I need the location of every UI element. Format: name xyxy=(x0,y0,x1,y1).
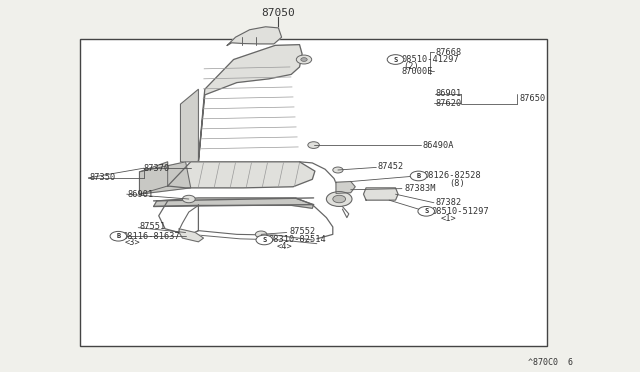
Text: 08510-51297: 08510-51297 xyxy=(431,207,489,216)
Text: 87383M: 87383M xyxy=(404,184,436,193)
Text: 87050: 87050 xyxy=(262,8,295,18)
Polygon shape xyxy=(140,162,168,194)
Polygon shape xyxy=(364,188,398,200)
Circle shape xyxy=(333,167,343,173)
Text: ^870C0  6: ^870C0 6 xyxy=(528,358,573,367)
Text: 87452: 87452 xyxy=(378,162,404,171)
Text: B: B xyxy=(417,173,420,179)
Text: (8): (8) xyxy=(449,179,465,187)
Polygon shape xyxy=(180,89,198,162)
Polygon shape xyxy=(336,182,355,193)
Text: (2): (2) xyxy=(403,62,419,71)
Polygon shape xyxy=(140,162,191,194)
Circle shape xyxy=(296,55,312,64)
Text: 86490A: 86490A xyxy=(422,141,454,150)
Text: 87552: 87552 xyxy=(289,227,316,236)
Text: 08310-82514: 08310-82514 xyxy=(269,235,326,244)
Text: <1>: <1> xyxy=(440,214,456,223)
Circle shape xyxy=(110,231,127,241)
Circle shape xyxy=(326,192,352,206)
Circle shape xyxy=(255,231,267,238)
Text: 86901: 86901 xyxy=(435,89,461,98)
Circle shape xyxy=(301,58,307,61)
Text: 87370: 87370 xyxy=(144,164,170,173)
Text: 87620: 87620 xyxy=(435,99,461,108)
Circle shape xyxy=(410,171,427,181)
Polygon shape xyxy=(227,27,282,45)
Text: 08126-82528: 08126-82528 xyxy=(424,171,481,180)
FancyBboxPatch shape xyxy=(80,39,547,346)
Text: 86901: 86901 xyxy=(128,190,154,199)
Text: 08510-41297: 08510-41297 xyxy=(401,55,459,64)
Circle shape xyxy=(308,142,319,148)
Polygon shape xyxy=(168,162,315,188)
Text: <4>: <4> xyxy=(276,242,292,251)
Circle shape xyxy=(256,235,273,245)
Circle shape xyxy=(333,195,346,203)
Text: 87650: 87650 xyxy=(520,94,546,103)
Text: <3>: <3> xyxy=(125,238,141,247)
Text: 87551: 87551 xyxy=(140,222,166,231)
Text: B: B xyxy=(116,233,120,239)
Text: S: S xyxy=(394,57,397,62)
Text: S: S xyxy=(424,208,428,214)
Polygon shape xyxy=(154,198,314,208)
Text: 87350: 87350 xyxy=(90,173,116,182)
Circle shape xyxy=(182,195,195,203)
Circle shape xyxy=(418,206,435,216)
Circle shape xyxy=(387,55,404,64)
Text: 87382: 87382 xyxy=(435,198,461,207)
Text: 87000E: 87000E xyxy=(401,67,433,76)
Text: 08116-81637: 08116-81637 xyxy=(123,232,180,241)
Text: S: S xyxy=(262,237,266,243)
Text: 87668: 87668 xyxy=(435,48,461,57)
Polygon shape xyxy=(198,45,302,162)
Polygon shape xyxy=(179,229,204,242)
